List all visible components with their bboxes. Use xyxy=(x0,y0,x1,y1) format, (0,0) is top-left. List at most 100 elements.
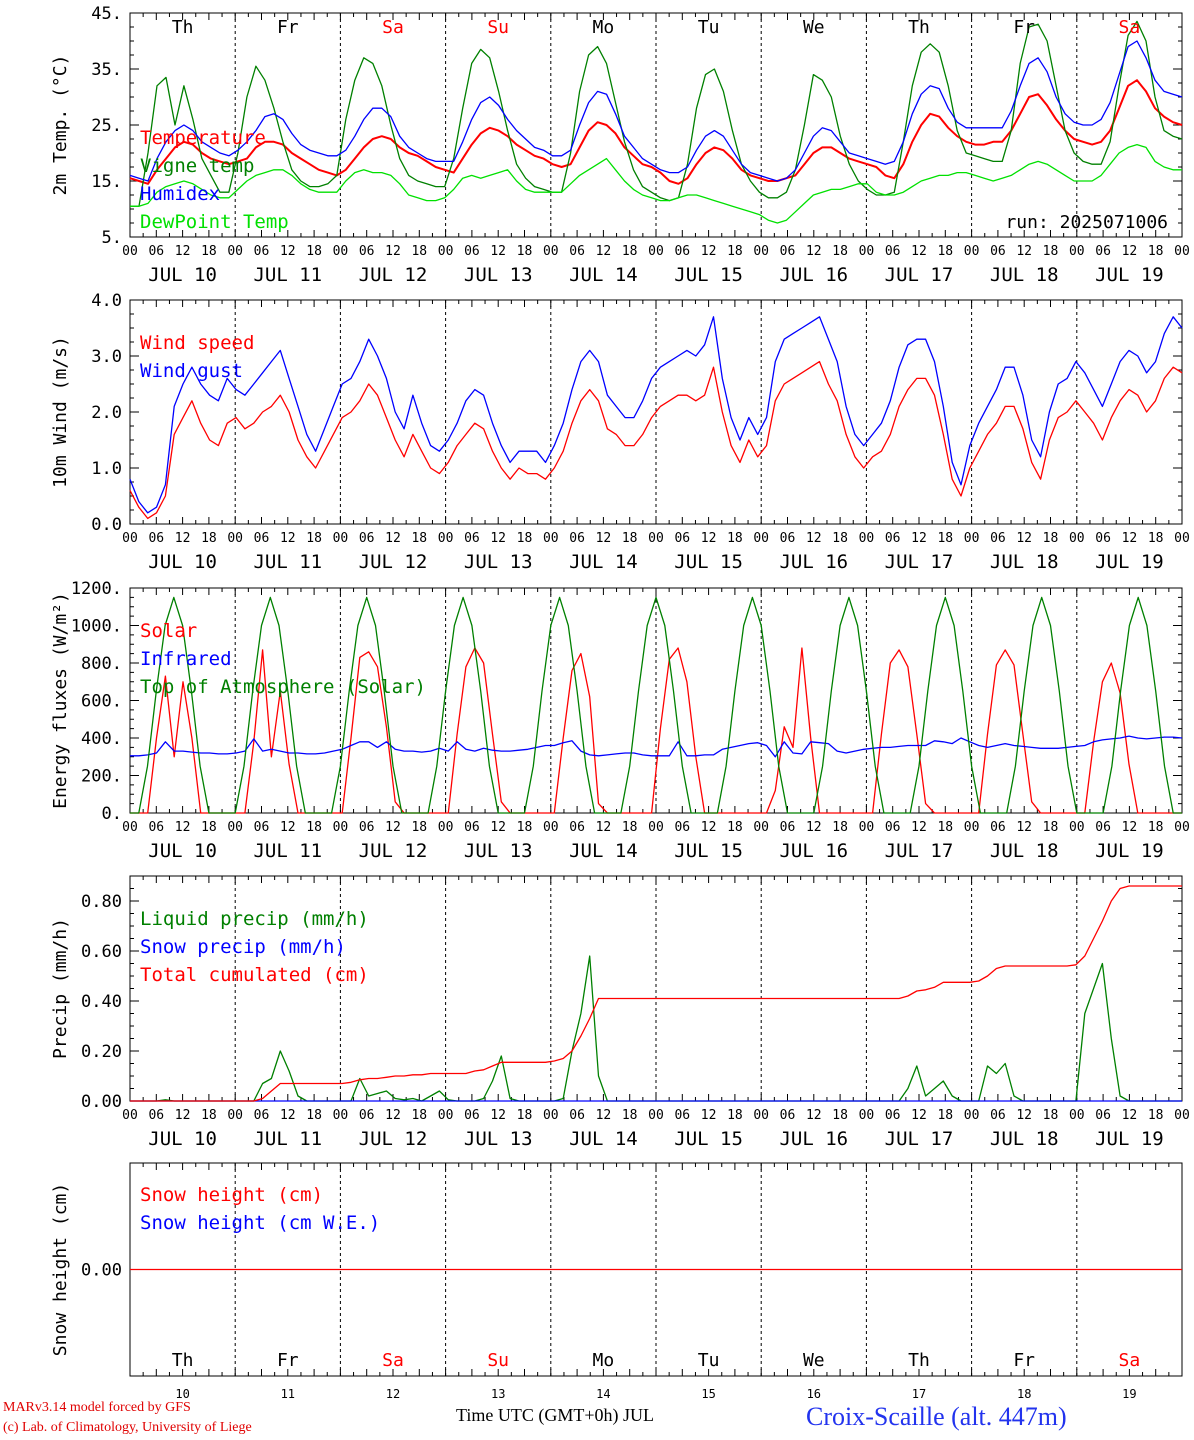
hour-tick-label: 06 xyxy=(674,244,690,259)
hour-tick-label: 00 xyxy=(543,820,559,835)
hour-tick-label: 18 xyxy=(201,244,217,259)
hour-tick-label: 12 xyxy=(806,531,822,546)
date-label: JUL 18 xyxy=(990,551,1059,573)
hour-tick-label: 00 xyxy=(438,244,454,259)
hour-tick-label: 18 xyxy=(1148,531,1164,546)
hour-tick-label: 12 xyxy=(490,531,506,546)
hour-tick-label: 00 xyxy=(964,244,980,259)
x-axis-title: Time UTC (GMT+0h) JUL xyxy=(456,1405,654,1425)
y-tick-label: 25. xyxy=(91,116,122,136)
day-number-label: 15 xyxy=(701,1387,715,1401)
date-label: JUL 13 xyxy=(464,264,533,286)
hour-tick-label: 00 xyxy=(333,1108,349,1123)
hour-tick-label: 12 xyxy=(385,1108,401,1123)
hour-tick-label: 18 xyxy=(1043,531,1059,546)
date-label: JUL 15 xyxy=(674,264,743,286)
hour-tick-label: 12 xyxy=(806,820,822,835)
hour-tick-label: 18 xyxy=(306,531,322,546)
date-label: JUL 17 xyxy=(885,264,954,286)
y-axis-title: Precip (mm/h) xyxy=(50,918,71,1059)
date-label: JUL 16 xyxy=(779,264,848,286)
hour-tick-label: 12 xyxy=(280,820,296,835)
hour-tick-label: 06 xyxy=(254,820,270,835)
hour-tick-label: 18 xyxy=(622,1108,638,1123)
hour-tick-label: 12 xyxy=(385,244,401,259)
hour-tick-label: 12 xyxy=(1122,820,1138,835)
hour-tick-label: 12 xyxy=(1016,531,1032,546)
hour-tick-label: 18 xyxy=(411,1108,427,1123)
hour-tick-label: 06 xyxy=(885,1108,901,1123)
weekday-label: Fr xyxy=(1013,1350,1035,1371)
day-number-label: 10 xyxy=(175,1387,189,1401)
hour-tick-label: 18 xyxy=(517,531,533,546)
series-line xyxy=(130,20,1183,207)
hour-tick-label: 00 xyxy=(859,531,875,546)
series-line xyxy=(130,143,1182,224)
hour-tick-label: 18 xyxy=(517,244,533,259)
y-tick-label: 35. xyxy=(91,60,122,80)
hour-tick-label: 18 xyxy=(201,1108,217,1123)
run-annotation: run: 2025071006 xyxy=(1005,212,1168,233)
hour-tick-label: 06 xyxy=(990,820,1006,835)
weekday-label: We xyxy=(803,1350,825,1371)
hour-tick-label: 06 xyxy=(464,531,480,546)
legend-entry: DewPoint Temp xyxy=(140,211,289,233)
hour-tick-label: 00 xyxy=(1174,1108,1190,1123)
hour-tick-label: 12 xyxy=(596,531,612,546)
hour-tick-label: 18 xyxy=(201,820,217,835)
date-label: JUL 15 xyxy=(674,840,743,862)
hour-tick-label: 12 xyxy=(911,244,927,259)
hour-tick-label: 00 xyxy=(1174,244,1190,259)
hour-tick-label: 06 xyxy=(569,531,585,546)
hour-tick-label: 06 xyxy=(990,1108,1006,1123)
weekday-label: Mo xyxy=(593,1350,615,1371)
hour-tick-label: 00 xyxy=(227,820,243,835)
hour-tick-label: 18 xyxy=(517,820,533,835)
hour-tick-label: 18 xyxy=(727,1108,743,1123)
hour-tick-label: 00 xyxy=(438,531,454,546)
y-tick-label: 1200. xyxy=(71,579,122,599)
hour-tick-label: 12 xyxy=(701,1108,717,1123)
hour-tick-label: 12 xyxy=(175,244,191,259)
y-tick-label: 0.00 xyxy=(81,1092,122,1112)
hour-tick-label: 12 xyxy=(385,531,401,546)
y-axis-title: Snow height (cm) xyxy=(50,1183,71,1356)
hour-tick-label: 12 xyxy=(596,1108,612,1123)
date-label: JUL 16 xyxy=(779,551,848,573)
date-label: JUL 15 xyxy=(674,1128,743,1150)
hour-tick-label: 12 xyxy=(596,820,612,835)
hour-tick-label: 00 xyxy=(227,1108,243,1123)
hour-tick-label: 00 xyxy=(333,820,349,835)
date-label: JUL 14 xyxy=(569,840,638,862)
hour-tick-label: 00 xyxy=(1174,820,1190,835)
hour-tick-label: 12 xyxy=(1016,820,1032,835)
hour-tick-label: 00 xyxy=(859,244,875,259)
hour-tick-label: 12 xyxy=(1016,244,1032,259)
hour-tick-label: 06 xyxy=(990,531,1006,546)
hour-tick-label: 18 xyxy=(832,531,848,546)
hour-tick-label: 00 xyxy=(1069,820,1085,835)
hour-tick-label: 06 xyxy=(1095,1108,1111,1123)
hour-tick-label: 06 xyxy=(464,1108,480,1123)
y-tick-label: 0.20 xyxy=(81,1042,122,1062)
day-number-label: 12 xyxy=(386,1387,400,1401)
hour-tick-label: 12 xyxy=(911,820,927,835)
y-tick-label: 0.60 xyxy=(81,942,122,962)
hour-tick-label: 00 xyxy=(543,244,559,259)
hour-tick-label: 18 xyxy=(727,244,743,259)
hour-tick-label: 18 xyxy=(306,1108,322,1123)
hour-tick-label: 00 xyxy=(648,1108,664,1123)
hour-tick-label: 18 xyxy=(411,531,427,546)
hour-tick-label: 18 xyxy=(201,531,217,546)
hour-tick-label: 12 xyxy=(911,531,927,546)
hour-tick-label: 06 xyxy=(254,244,270,259)
plot-frame xyxy=(129,587,1183,814)
day-number-label: 13 xyxy=(491,1387,505,1401)
hour-tick-label: 18 xyxy=(727,820,743,835)
hour-tick-label: 12 xyxy=(1122,531,1138,546)
hour-tick-label: 12 xyxy=(280,244,296,259)
hour-tick-label: 18 xyxy=(937,244,953,259)
hour-tick-label: 18 xyxy=(1043,820,1059,835)
hour-tick-label: 00 xyxy=(1069,1108,1085,1123)
hour-tick-label: 00 xyxy=(227,531,243,546)
